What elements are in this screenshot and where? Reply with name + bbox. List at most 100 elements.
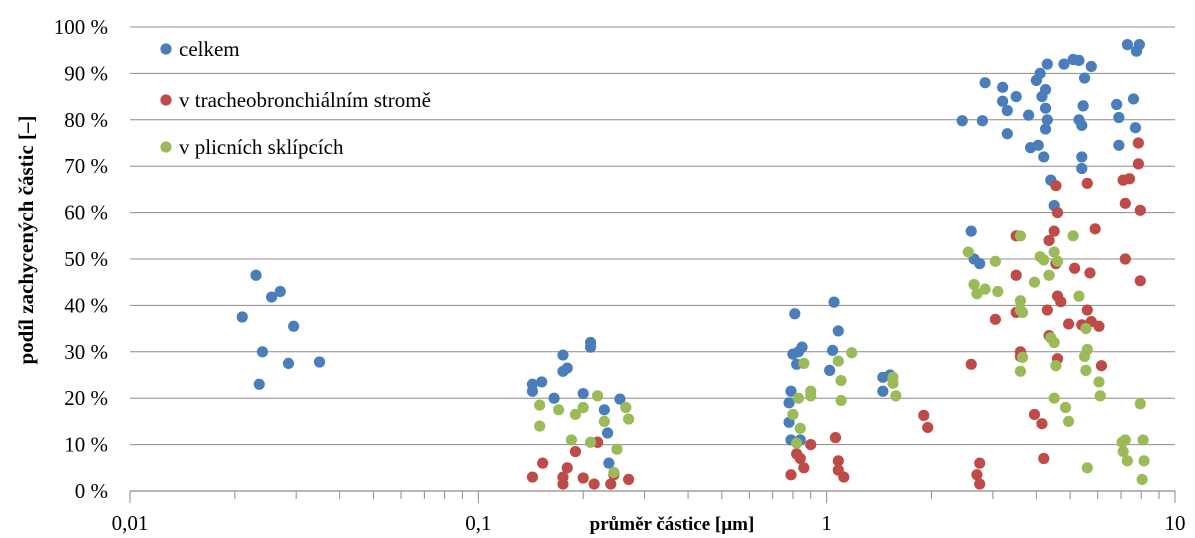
point-series-3 (798, 357, 810, 369)
point-series-2 (1051, 207, 1064, 219)
point-series-3 (620, 401, 632, 414)
point-series-2 (918, 409, 930, 421)
point-series-3 (971, 288, 983, 300)
point-series-1 (796, 341, 808, 353)
point-series-2 (989, 313, 1001, 325)
point-series-1 (997, 95, 1009, 107)
point-series-3 (1134, 398, 1146, 410)
point-series-3 (890, 390, 902, 402)
point-series-1 (783, 397, 795, 409)
point-series-2 (1081, 177, 1093, 189)
y-axis-tick-labels: 0 % 10 % 20 % 30 % 40 % 50 % 60 % 70 % 80 % 90 % 1… (54, 15, 108, 503)
point-series-3 (1014, 365, 1027, 377)
legend-label: v tracheobronchiálním stromě (179, 88, 431, 112)
point-series-1 (282, 357, 295, 369)
point-series-3 (1050, 360, 1062, 372)
point-series-2 (1093, 320, 1105, 332)
point-series-1 (1085, 60, 1097, 73)
point-series-1 (1039, 123, 1052, 135)
point-series-1 (256, 346, 269, 358)
point-series-1 (974, 258, 986, 270)
point-series-2 (1081, 304, 1093, 316)
point-series-1 (561, 362, 573, 374)
point-series-1 (1023, 109, 1035, 121)
point-series-2 (1038, 452, 1050, 465)
point-series-1 (1038, 151, 1050, 163)
legend: celkem v tracheobronchiálním stromě v plic… (160, 37, 431, 159)
point-series-2 (965, 358, 977, 370)
point-series-2 (1119, 253, 1131, 265)
point-series-1 (603, 457, 615, 469)
point-series-1 (979, 77, 991, 89)
point-series-3 (1094, 390, 1106, 402)
point-series-3 (1121, 455, 1133, 467)
point-series-2 (805, 439, 817, 451)
x-axis-label: průměr částice [µm] (590, 514, 755, 535)
point-series-3 (1014, 295, 1027, 307)
point-series-2 (1010, 269, 1022, 281)
point-series-3 (622, 413, 635, 425)
point-series-2 (1089, 223, 1101, 235)
point-series-2 (1041, 304, 1053, 316)
point-series-2 (1134, 204, 1146, 216)
x-tick-label: 0,01 (112, 511, 149, 535)
point-series-2 (1069, 262, 1081, 274)
point-series-3 (577, 401, 589, 414)
point-series-3 (791, 437, 803, 449)
point-series-3 (1093, 376, 1105, 388)
point-series-2 (1055, 296, 1067, 308)
point-series-2 (1119, 197, 1131, 209)
point-series-3 (1043, 269, 1055, 281)
legend-label: celkem (179, 37, 240, 61)
point-series-1 (1121, 39, 1133, 51)
point-series-1 (1001, 128, 1013, 140)
point-series-1 (1078, 72, 1091, 84)
point-series-1 (584, 341, 597, 353)
x-tick-label: 0,1 (465, 511, 491, 535)
point-series-3 (805, 385, 817, 397)
data-points (236, 39, 1150, 490)
point-series-1 (877, 385, 889, 397)
point-series-3 (569, 408, 582, 421)
y-tick-label: 50 % (64, 247, 108, 271)
y-tick-label: 60 % (64, 201, 108, 225)
point-series-1 (832, 325, 844, 337)
point-series-2 (1134, 275, 1146, 287)
point-series-1 (1073, 54, 1085, 67)
y-tick-label: 20 % (64, 386, 108, 410)
legend-marker (160, 43, 172, 55)
point-series-1 (785, 385, 797, 397)
point-series-3 (835, 394, 847, 407)
point-series-3 (794, 422, 806, 434)
point-series-3 (553, 404, 565, 416)
point-series-3 (979, 283, 991, 295)
y-tick-label: 100 % (54, 15, 108, 39)
point-series-1 (288, 320, 300, 332)
point-series-2 (526, 471, 539, 483)
point-series-1 (1039, 84, 1052, 96)
point-series-1 (548, 392, 560, 404)
point-series-3 (1136, 473, 1148, 485)
x-tick-label: 10 (1165, 511, 1186, 535)
point-series-3 (1119, 434, 1131, 446)
point-series-1 (1041, 114, 1053, 126)
point-series-2 (1095, 360, 1108, 372)
point-series-1 (526, 385, 539, 397)
point-series-1 (253, 378, 265, 390)
point-series-1 (1039, 102, 1052, 114)
point-series-1 (824, 364, 836, 376)
point-series-3 (1048, 392, 1060, 404)
point-series-3 (1016, 351, 1029, 363)
point-series-1 (250, 269, 262, 281)
grid-lines (130, 26, 1175, 492)
y-tick-label: 40 % (64, 293, 108, 317)
point-series-3 (1048, 246, 1060, 258)
point-series-3 (565, 434, 577, 446)
point-series-3 (1137, 434, 1149, 446)
point-series-3 (534, 399, 546, 411)
y-axis-label: podíl zachycených částic [–] (14, 115, 38, 364)
point-series-2 (798, 462, 810, 474)
point-series-3 (1067, 230, 1079, 242)
point-series-1 (598, 404, 610, 416)
point-series-2 (974, 457, 986, 469)
